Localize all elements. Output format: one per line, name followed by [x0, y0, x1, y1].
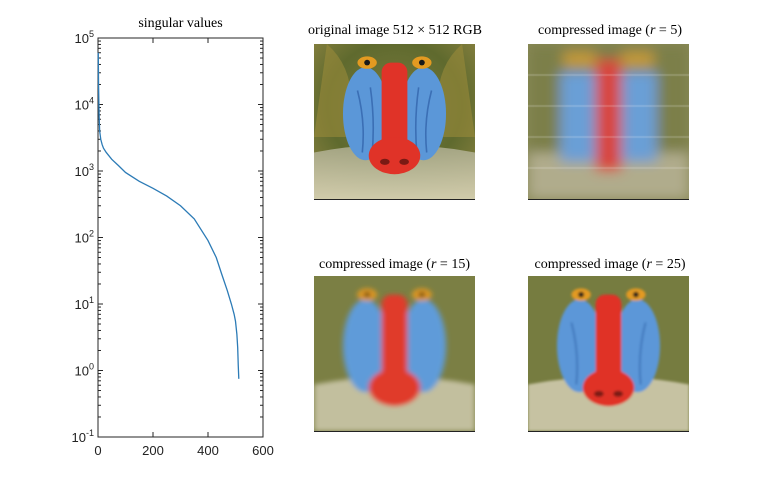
y-tick-label: 101: [75, 295, 94, 312]
y-tick-label: 100: [75, 362, 94, 379]
y-tick-label: 10-1: [72, 428, 94, 445]
title-eq: = 25): [651, 257, 686, 272]
singular-values-line: [97, 52, 240, 379]
compressed-r25-title: compressed image (r = 25): [515, 257, 705, 273]
y-tick-exponent: 5: [89, 29, 94, 39]
y-tick-label: 103: [75, 162, 94, 179]
x-tick-label: 400: [197, 443, 219, 458]
y-tick-exponent: 2: [89, 229, 94, 239]
title-eq: = 15): [436, 257, 470, 272]
x-tick-label: 200: [142, 443, 164, 458]
baboon-image-medium: [314, 276, 475, 431]
baboon-image: [314, 44, 475, 199]
chart-title: singular values: [138, 16, 223, 31]
title-var: r: [430, 257, 437, 272]
compressed-r5-image: [528, 44, 689, 200]
y-tick-base: 10: [75, 297, 89, 312]
title-eq: = 5): [655, 23, 682, 38]
compressed-r15-image: [314, 276, 475, 432]
y-tick-exponent: -1: [86, 428, 94, 438]
y-tick-label: 104: [75, 96, 94, 113]
title-var: r: [649, 23, 656, 38]
title-prefix: compressed image (: [534, 257, 647, 272]
original-image: [314, 44, 475, 200]
y-tick-exponent: 3: [89, 162, 94, 172]
y-tick-exponent: 1: [89, 295, 94, 305]
compressed-r5-title: compressed image (r = 5): [520, 23, 700, 39]
y-tick-base: 10: [72, 430, 86, 445]
compressed-r25-image: [528, 276, 689, 432]
y-tick-base: 10: [75, 364, 89, 379]
original-image-title: original image 512 × 512 RGB: [308, 23, 482, 38]
title-prefix: compressed image (: [319, 257, 431, 272]
title-var: r: [646, 257, 652, 272]
y-tick-base: 10: [75, 31, 89, 46]
compressed-r15-title: compressed image (r = 15): [302, 257, 487, 273]
x-tick-label: 0: [94, 443, 101, 458]
y-tick-base: 10: [75, 231, 89, 246]
y-tick-base: 10: [75, 98, 89, 113]
y-tick-exponent: 4: [89, 96, 94, 106]
baboon-image-blurred: [528, 44, 689, 199]
y-tick-label: 102: [75, 229, 94, 246]
y-tick-base: 10: [75, 164, 89, 179]
baboon-image-sharper: [528, 276, 689, 431]
y-tick-label: 105: [75, 29, 94, 46]
x-tick-label: 600: [252, 443, 274, 458]
y-tick-exponent: 0: [89, 362, 94, 372]
title-prefix: compressed image (: [538, 23, 650, 38]
